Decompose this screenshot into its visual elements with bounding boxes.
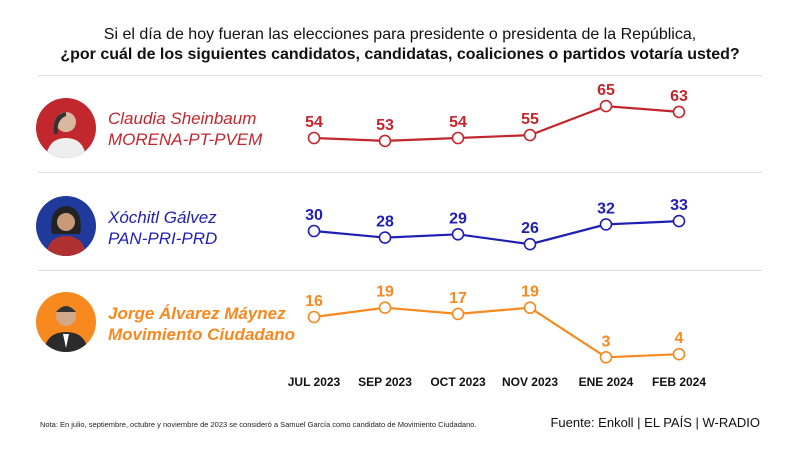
divider: [38, 172, 762, 173]
x-tick-label: JUL 2023: [288, 375, 341, 389]
divider: [38, 270, 762, 271]
data-point: [378, 231, 392, 244]
data-label: 4: [675, 330, 684, 347]
candidate-name: Claudia Sheinbaum: [108, 109, 257, 128]
candidate-name: Jorge Álvarez Máynez: [108, 304, 286, 323]
person-icon: [46, 206, 86, 256]
data-label: 54: [449, 114, 467, 131]
divider: [38, 75, 762, 76]
data-label: 16: [305, 293, 323, 310]
data-point: [599, 218, 613, 231]
x-tick-label: ENE 2024: [579, 375, 634, 389]
data-point: [523, 128, 537, 142]
data-label: 3: [602, 333, 611, 350]
candidate-name: Xóchitl Gálvez: [108, 208, 217, 227]
series-line: [313, 220, 680, 246]
person-icon: [46, 112, 86, 158]
x-tick-label: NOV 2023: [502, 375, 558, 389]
data-point: [523, 301, 537, 315]
person-icon: [44, 306, 88, 352]
footnote: Nota: En julio, septiembre, octubre y no…: [40, 420, 477, 429]
data-label: 33: [670, 197, 688, 214]
candidate-label-galvez: Xóchitl Gálvez PAN-PRI-PRD: [108, 207, 217, 249]
candidate-party: Movimiento Ciudadano: [108, 325, 295, 344]
data-label: 19: [521, 284, 539, 301]
data-point: [451, 131, 465, 145]
chart-title-line1: Si el día de hoy fueran las elecciones p…: [103, 26, 697, 43]
data-point: [378, 301, 392, 315]
data-label: 29: [449, 210, 467, 227]
data-label: 26: [521, 220, 539, 237]
data-point: [599, 350, 613, 364]
candidate-label-maynez: Jorge Álvarez Máynez Movimiento Ciudadan…: [108, 303, 295, 345]
x-tick-label: FEB 2024: [652, 375, 706, 389]
data-label: 55: [521, 111, 539, 128]
x-tick-label: SEP 2023: [358, 375, 412, 389]
data-label: 63: [670, 88, 688, 105]
candidate-photo-sheinbaum: [36, 98, 96, 158]
candidate-photo-galvez: [36, 196, 96, 256]
data-label: 19: [376, 284, 394, 301]
data-label: 32: [597, 200, 615, 217]
data-point: [523, 237, 537, 251]
data-point: [672, 347, 686, 361]
data-point: [307, 131, 321, 145]
data-point: [451, 307, 465, 321]
source: Fuente: Enkoll | EL PAÍS | W-RADIO: [550, 415, 760, 430]
data-label: 65: [597, 82, 615, 99]
data-point: [378, 134, 392, 148]
data-label: 53: [376, 117, 394, 134]
data-point: [451, 228, 465, 241]
candidate-party: MORENA-PT-PVEM: [108, 130, 263, 149]
data-label: 30: [305, 207, 323, 224]
data-label: 54: [305, 114, 323, 131]
data-point: [672, 105, 686, 119]
candidate-label-sheinbaum: Claudia Sheinbaum MORENA-PT-PVEM: [108, 108, 262, 150]
series-line: [313, 104, 680, 143]
x-tick-label: OCT 2023: [430, 375, 486, 389]
data-point: [307, 224, 321, 238]
data-point: [307, 310, 321, 324]
data-point: [672, 214, 686, 228]
chart-title-line2: ¿por cuál de los siguientes candidatos, …: [60, 46, 740, 63]
data-point: [599, 99, 613, 113]
data-label: 17: [449, 290, 467, 307]
candidate-party: PAN-PRI-PRD: [108, 229, 218, 248]
series-line: [313, 306, 680, 359]
data-label: 28: [376, 214, 394, 231]
candidate-photo-maynez: [36, 292, 96, 352]
